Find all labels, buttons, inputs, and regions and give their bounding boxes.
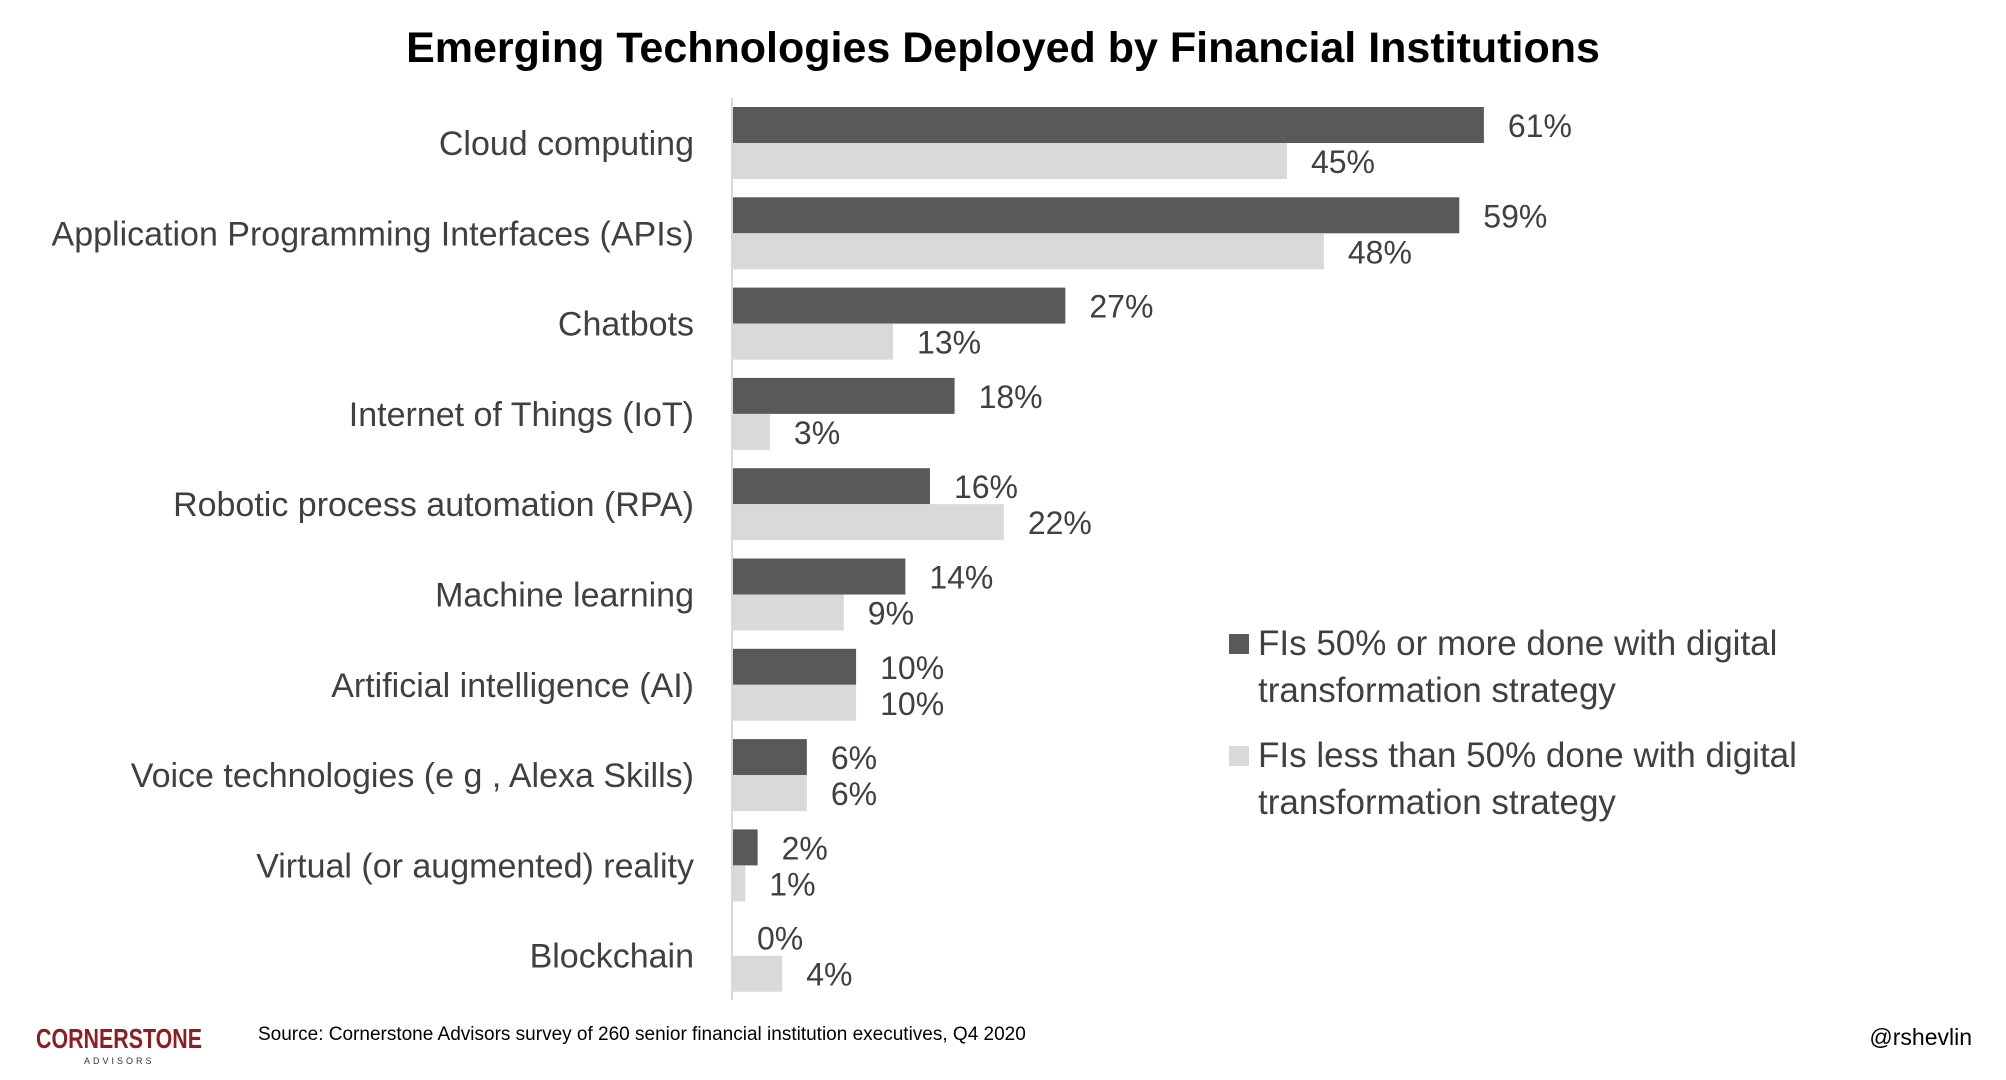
bar-series2 — [733, 323, 894, 360]
category-label: Application Programming Interfaces (APIs… — [52, 215, 694, 253]
category-label: Blockchain — [530, 938, 694, 976]
category-label: Artificial intelligence (AI) — [331, 667, 694, 705]
bar-series1 — [733, 287, 1066, 324]
bar-series2 — [733, 684, 857, 721]
bar-series1 — [733, 107, 1484, 143]
data-label: 61% — [1508, 108, 1572, 144]
data-label: 10% — [880, 650, 944, 686]
chart-title: Emerging Technologies Deployed by Financ… — [406, 24, 1600, 72]
category-label: Internet of Things (IoT) — [349, 396, 694, 434]
data-label: 10% — [880, 686, 944, 722]
bar-series2 — [733, 865, 746, 902]
category-labels: Cloud computing Application Programming I… — [52, 125, 694, 976]
source-note: Source: Cornerstone Advisors survey of 2… — [258, 1024, 1026, 1045]
data-label: 27% — [1089, 289, 1153, 325]
logo-subtitle: ADVISORS — [84, 1056, 155, 1066]
legend-label: transformation strategy — [1258, 783, 1616, 822]
data-label: 14% — [929, 560, 993, 596]
bar-series1 — [733, 829, 758, 866]
category-label: Virtual (or augmented) reality — [256, 847, 694, 885]
data-label: 16% — [954, 469, 1018, 505]
data-label: 59% — [1483, 198, 1547, 234]
bars — [733, 107, 1484, 992]
bar-series2 — [733, 504, 1004, 541]
category-label: Robotic process automation (RPA) — [173, 486, 694, 524]
bar-series1 — [733, 558, 906, 595]
data-label: 6% — [831, 740, 877, 776]
logo-wordmark: CORNERSTONE — [36, 1023, 202, 1054]
bar-series1 — [733, 468, 930, 505]
data-label: 22% — [1028, 505, 1092, 541]
data-label: 13% — [917, 325, 981, 361]
data-label: 1% — [769, 866, 815, 902]
data-label: 6% — [831, 776, 877, 812]
category-label: Voice technologies (e g , Alexa Skills) — [131, 757, 694, 795]
data-label: 48% — [1348, 234, 1412, 270]
legend-label: FIs 50% or more done with digital — [1258, 624, 1777, 663]
bar-series2 — [733, 413, 770, 450]
legend-swatch — [1229, 634, 1249, 654]
author-handle: @rshevlin — [1869, 1024, 1972, 1050]
data-label: 0% — [757, 921, 803, 957]
bar-series2 — [733, 143, 1287, 179]
data-label: 4% — [806, 957, 852, 993]
data-label: 9% — [868, 596, 914, 632]
category-label: Cloud computing — [439, 125, 694, 163]
category-label: Chatbots — [558, 306, 694, 344]
data-label: 18% — [979, 379, 1043, 415]
bar-series2 — [733, 955, 783, 992]
bar-series2 — [733, 233, 1324, 270]
bar-series1 — [733, 197, 1460, 234]
category-label: Machine learning — [435, 577, 694, 615]
bar-series1 — [733, 377, 955, 414]
legend-swatch — [1229, 746, 1249, 766]
legend-label: transformation strategy — [1258, 671, 1616, 710]
legend: FIs 50% or more done with digital transfo… — [1229, 624, 1797, 822]
footer: CORNERSTONE ADVISORS Source: Cornerstone… — [36, 1023, 1972, 1066]
bar-series1 — [733, 739, 807, 776]
bar-series2 — [733, 775, 807, 812]
data-label: 45% — [1311, 144, 1375, 180]
bar-series2 — [733, 594, 844, 631]
value-labels: 61% 45% 59% 48% 27% 13% 18% 3% 16% 22% 14% 9% 10%10%… — [757, 108, 1572, 993]
legend-label: FIs less than 50% done with digital — [1258, 736, 1797, 775]
data-label: 3% — [794, 415, 840, 451]
bar-series1 — [733, 648, 857, 685]
data-label: 2% — [782, 830, 828, 866]
